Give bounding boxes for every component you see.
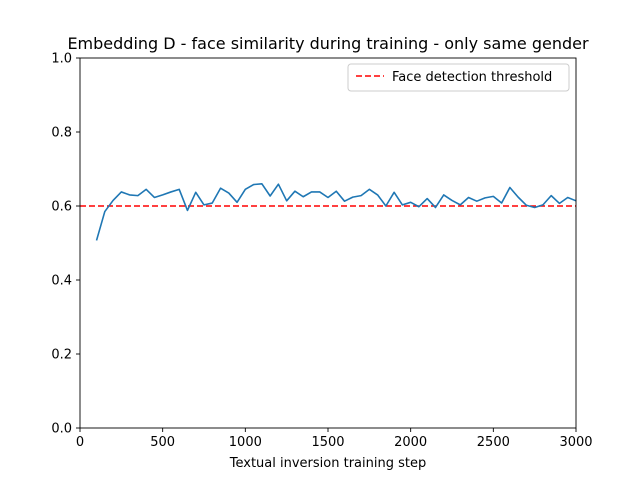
x-axis-label: Textual inversion training step <box>229 456 426 471</box>
legend-label-threshold: Face detection threshold <box>392 70 552 85</box>
legend-frame <box>347 63 570 92</box>
y-tick-label: 0.8 <box>51 126 72 141</box>
y-tick-label: 0.4 <box>51 274 72 289</box>
y-tick-label: 0.6 <box>51 200 72 215</box>
axes: 0 500 1000 1500 2000 2500 3000 0.0 0.2 0.4 0.6 0.8 1… <box>51 52 592 451</box>
x-tick-label: 0 <box>76 435 84 450</box>
axes-frame <box>79 57 577 429</box>
x-tick-label: 2000 <box>394 435 427 450</box>
x-tick-label: 2500 <box>477 435 510 450</box>
y-tick-label: 0.2 <box>51 348 72 363</box>
series-line-0 <box>95 183 577 241</box>
plot-area <box>80 183 577 241</box>
x-tick-label: 3000 <box>559 435 592 450</box>
y-tick-label: 0.0 <box>51 422 72 437</box>
x-tick-label: 500 <box>150 435 175 450</box>
x-tick-label: 1000 <box>229 435 262 450</box>
legend: Face detection threshold <box>347 63 570 92</box>
chart-title: Embedding D - face similarity during tra… <box>67 34 589 53</box>
y-tick-label: 1.0 <box>51 52 72 67</box>
x-tick-label: 1500 <box>311 435 344 450</box>
